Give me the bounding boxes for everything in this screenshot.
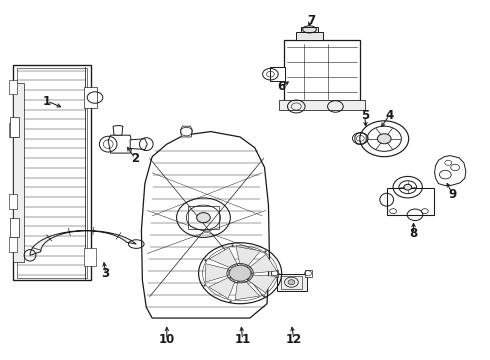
Bar (10, 218, 19, 237)
Bar (9, 194, 17, 209)
Ellipse shape (229, 265, 251, 281)
Polygon shape (209, 248, 237, 268)
Text: 4: 4 (385, 109, 393, 122)
Bar (13, 65, 91, 280)
Bar (10, 117, 19, 137)
Ellipse shape (288, 280, 295, 285)
Polygon shape (209, 277, 235, 299)
Polygon shape (248, 275, 276, 293)
Bar (84, 87, 98, 108)
Text: 10: 10 (159, 333, 175, 346)
Text: 3: 3 (102, 267, 110, 280)
Text: 5: 5 (361, 109, 369, 122)
Ellipse shape (377, 134, 391, 144)
Bar (277, 274, 307, 291)
Text: 9: 9 (448, 188, 457, 201)
Polygon shape (205, 264, 229, 282)
Ellipse shape (404, 184, 412, 190)
Bar (17, 68, 87, 278)
Polygon shape (236, 247, 260, 266)
Polygon shape (142, 132, 270, 318)
Bar (84, 248, 96, 266)
Text: 6: 6 (277, 80, 286, 93)
Ellipse shape (196, 213, 210, 223)
Text: 2: 2 (131, 152, 139, 165)
Bar (301, 27, 319, 32)
Bar (188, 206, 219, 229)
Polygon shape (355, 133, 366, 144)
Bar (271, 270, 278, 277)
Bar (13, 83, 24, 262)
Polygon shape (249, 254, 277, 273)
Polygon shape (130, 139, 147, 149)
Bar (9, 80, 17, 94)
Bar (305, 270, 312, 277)
Text: 12: 12 (286, 333, 302, 346)
Polygon shape (235, 281, 260, 300)
Polygon shape (435, 156, 466, 185)
Polygon shape (180, 126, 192, 137)
Polygon shape (108, 135, 133, 153)
Polygon shape (113, 126, 123, 135)
Bar (387, 188, 434, 215)
Bar (270, 67, 285, 81)
Bar (284, 40, 360, 103)
Bar (279, 100, 365, 110)
Bar (9, 123, 17, 137)
Bar (296, 32, 323, 40)
Text: 8: 8 (410, 227, 417, 240)
Text: 11: 11 (234, 333, 251, 346)
Bar (9, 237, 17, 252)
PathPatch shape (30, 230, 136, 255)
Bar (281, 276, 302, 289)
Text: 7: 7 (307, 14, 315, 27)
Text: 1: 1 (43, 95, 51, 108)
